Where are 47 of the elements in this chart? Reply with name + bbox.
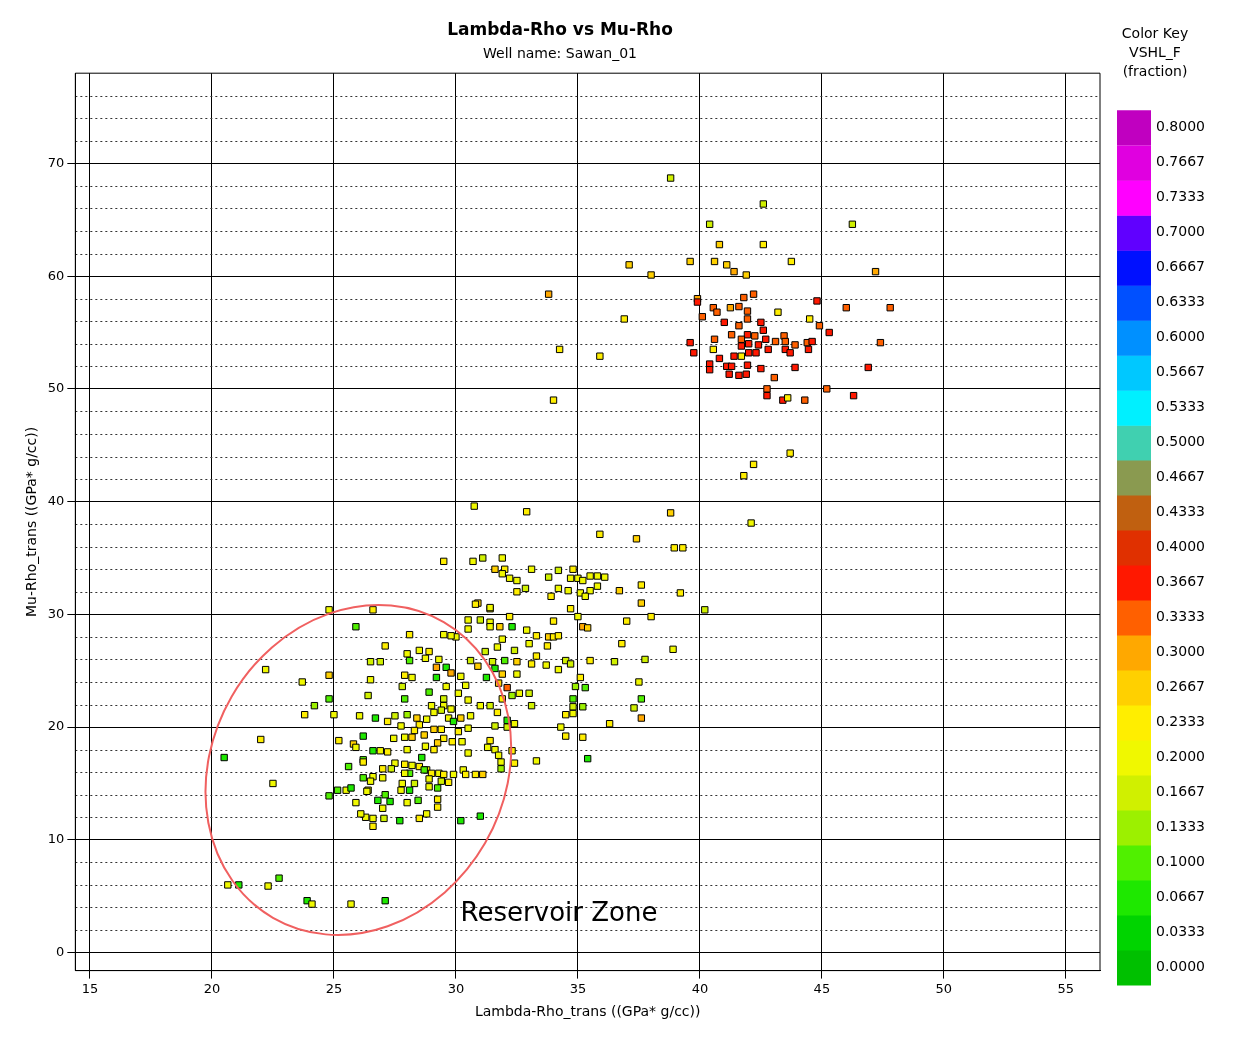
color-bar-label: 0.5333 [1156, 398, 1205, 415]
color-bar-label: 0.6333 [1156, 293, 1205, 310]
y-tick-label: 50 [47, 380, 65, 396]
color-bar-label: 0.7333 [1156, 188, 1205, 205]
y-tick-label: 20 [47, 718, 65, 734]
x-tick-label: 15 [81, 980, 99, 996]
x-tick-label: 30 [447, 980, 465, 996]
color-bar-label: 0.0000 [1156, 958, 1205, 975]
color-bar-label: 0.4667 [1156, 468, 1205, 485]
x-tick-label: 55 [1057, 980, 1075, 996]
color-bar-label: 0.5000 [1156, 433, 1205, 450]
y-axis-title: Mu-Rho_trans ((GPa* g/cc)) [23, 426, 40, 617]
color-bar-label: 0.2667 [1156, 678, 1205, 695]
color-bar-label: 0.3000 [1156, 643, 1205, 660]
x-tick-label: 40 [691, 980, 709, 996]
x-tick-label: 35 [569, 980, 587, 996]
color-bar-label: 0.0667 [1156, 888, 1205, 905]
x-tick-label: 25 [325, 980, 343, 996]
y-tick-label: 10 [47, 831, 65, 847]
color-bar-label: 0.0333 [1156, 923, 1205, 940]
x-axis-title: Lambda-Rho_trans ((GPa* g/cc)) [474, 1003, 701, 1020]
color-bar-label: 0.5667 [1156, 363, 1205, 380]
color-bar-label: 0.1333 [1156, 818, 1205, 835]
color-bar-label: 0.6667 [1156, 258, 1205, 275]
x-tick-label: 45 [813, 980, 831, 996]
chart-title: Lambda-Rho vs Mu-Rho [447, 18, 673, 39]
color-bar-label: 0.3333 [1156, 608, 1205, 625]
color-bar-label: 0.6000 [1156, 328, 1205, 345]
color-bar-label: 0.1667 [1156, 783, 1205, 800]
color-bar-title: Color Key VSHL_F (fraction) [1121, 24, 1189, 79]
y-tick-label: 40 [47, 492, 65, 508]
x-tick-label: 20 [203, 980, 221, 996]
color-bar-label: 0.2000 [1156, 748, 1205, 765]
y-tick-label: 70 [47, 154, 65, 170]
x-tick-label: 50 [935, 980, 953, 996]
color-bar-label: 0.1000 [1156, 853, 1205, 870]
color-bar-label: 0.3667 [1156, 573, 1205, 590]
color-bar-label: 0.2333 [1156, 713, 1205, 730]
chart-subtitle: Well name: Sawan_01 [483, 45, 637, 62]
color-bar-label: 0.7667 [1156, 153, 1205, 170]
color-bar-label: 0.4333 [1156, 503, 1205, 520]
y-tick-label: 30 [47, 605, 65, 621]
color-bar-label: 0.8000 [1156, 118, 1205, 135]
color-bar-label: 0.4000 [1156, 538, 1205, 555]
y-tick-label: 60 [47, 267, 65, 283]
color-bar-label: 0.7000 [1156, 223, 1205, 240]
y-tick-label: 0 [56, 943, 65, 959]
